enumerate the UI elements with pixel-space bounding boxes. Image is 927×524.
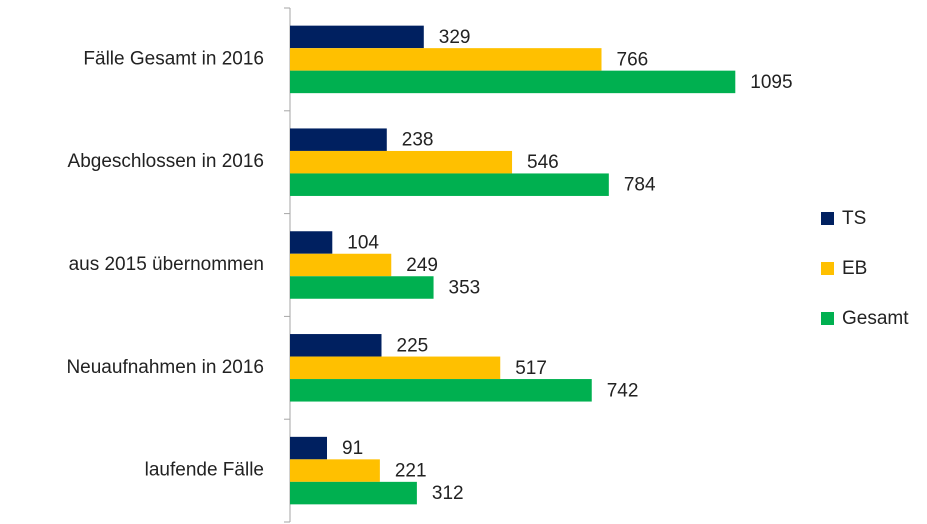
bar xyxy=(290,173,609,196)
value-label: 91 xyxy=(342,438,363,459)
bar xyxy=(290,334,382,357)
value-label: 517 xyxy=(515,358,547,379)
value-label: 221 xyxy=(395,461,427,482)
bar xyxy=(290,48,602,71)
bar xyxy=(290,25,424,49)
value-label: 249 xyxy=(406,255,438,276)
bar xyxy=(290,356,501,380)
category-label: aus 2015 übernommen xyxy=(69,254,264,275)
bar xyxy=(290,150,513,174)
bar xyxy=(290,459,380,482)
legend-swatch xyxy=(821,312,834,325)
legend-swatch xyxy=(821,262,834,275)
bar xyxy=(290,253,392,277)
legend-label: TS xyxy=(842,208,866,229)
bar xyxy=(290,128,387,151)
value-label: 766 xyxy=(617,49,649,70)
value-label: 546 xyxy=(527,152,559,173)
bar xyxy=(290,436,328,460)
bar xyxy=(290,276,434,299)
legend-swatch xyxy=(821,212,834,225)
category-label: Neuaufnahmen in 2016 xyxy=(66,357,264,378)
value-label: 784 xyxy=(624,175,656,196)
legend-label: Gesamt xyxy=(842,308,909,329)
legend-label: EB xyxy=(842,258,867,279)
value-label: 225 xyxy=(397,335,429,356)
value-label: 329 xyxy=(439,27,471,48)
value-label: 1095 xyxy=(750,72,792,93)
value-label: 742 xyxy=(607,380,639,401)
category-label: laufende Fälle xyxy=(145,460,264,481)
category-label: Abgeschlossen in 2016 xyxy=(68,151,264,172)
bar xyxy=(290,70,736,94)
bar xyxy=(290,231,333,254)
value-label: 353 xyxy=(449,278,481,299)
bar xyxy=(290,481,417,505)
category-label: Fälle Gesamt in 2016 xyxy=(83,48,264,69)
value-label: 312 xyxy=(432,483,464,504)
value-label: 238 xyxy=(402,130,434,151)
bar xyxy=(290,379,592,402)
value-label: 104 xyxy=(347,233,379,254)
